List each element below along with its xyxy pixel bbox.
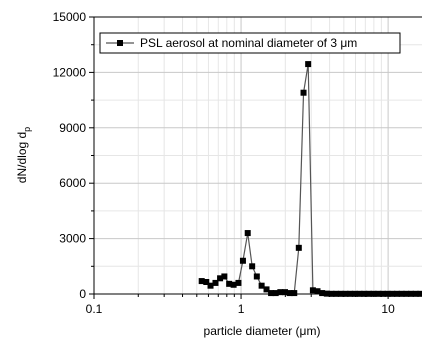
data-point	[417, 290, 422, 297]
data-point	[203, 278, 210, 285]
data-point	[337, 290, 344, 297]
data-point	[282, 289, 289, 296]
data-point	[239, 257, 246, 264]
data-point	[253, 273, 260, 280]
data-point	[370, 290, 377, 297]
data-point	[268, 290, 275, 297]
data-point	[351, 290, 358, 297]
data-point	[398, 290, 405, 297]
legend-box	[99, 32, 401, 54]
data-point	[407, 290, 414, 297]
data-point	[319, 290, 326, 297]
data-point	[305, 61, 312, 68]
data-point	[221, 273, 228, 280]
x-axis-title: particle diameter (μm)	[204, 324, 321, 338]
data-point	[356, 290, 363, 297]
data-point	[198, 278, 205, 285]
data-point	[286, 290, 293, 297]
data-point	[277, 289, 284, 296]
y-tick-label: 15000	[53, 10, 87, 24]
data-point	[365, 290, 372, 297]
legend-label: PSL aerosol at nominal diameter of 3 μm	[140, 36, 357, 50]
data-point	[309, 287, 316, 294]
y-tick-label: 0	[79, 287, 86, 301]
data-point	[230, 281, 237, 288]
y-axis-title: dN/dlog dp	[15, 127, 32, 183]
data-point	[384, 290, 391, 297]
y-tick-label: 6000	[59, 176, 86, 190]
x-tick-label: 10	[381, 302, 395, 316]
data-point	[226, 280, 233, 287]
y-tick-label: 12000	[53, 65, 87, 79]
data-point	[207, 282, 214, 289]
data-point	[328, 290, 335, 297]
data-point	[361, 290, 368, 297]
data-series	[198, 61, 422, 297]
data-point	[412, 290, 419, 297]
data-point	[295, 244, 302, 251]
y-tick-label: 9000	[59, 121, 86, 135]
y-tick-label: 3000	[59, 232, 86, 246]
data-point	[333, 290, 340, 297]
y-axis-title-subscript: p	[22, 127, 32, 132]
y-axis-title-main: dN/dlog d	[15, 132, 29, 183]
legend-marker-swatch	[117, 40, 123, 46]
data-point	[258, 282, 265, 289]
data-point	[393, 290, 400, 297]
data-point	[379, 290, 386, 297]
data-point	[235, 279, 242, 286]
data-point	[291, 290, 298, 297]
data-point	[249, 263, 256, 270]
data-point	[389, 290, 396, 297]
data-point	[217, 275, 224, 282]
x-tick-label: 1	[238, 302, 245, 316]
data-point	[244, 230, 251, 237]
data-point	[300, 89, 307, 96]
data-point	[263, 286, 270, 293]
data-point	[375, 290, 382, 297]
data-point	[272, 290, 279, 297]
x-tick-label: 0.1	[86, 302, 103, 316]
data-point	[212, 279, 219, 286]
data-point	[403, 290, 410, 297]
axes: 0 3000 6000 9000 12000 15000 0.1 1 10	[53, 10, 422, 316]
data-point	[342, 290, 349, 297]
legend: PSL aerosol at nominal diameter of 3 μm	[99, 32, 401, 54]
data-point	[314, 288, 321, 295]
grid-lines	[94, 17, 422, 294]
data-point	[323, 290, 330, 297]
data-point	[347, 290, 354, 297]
